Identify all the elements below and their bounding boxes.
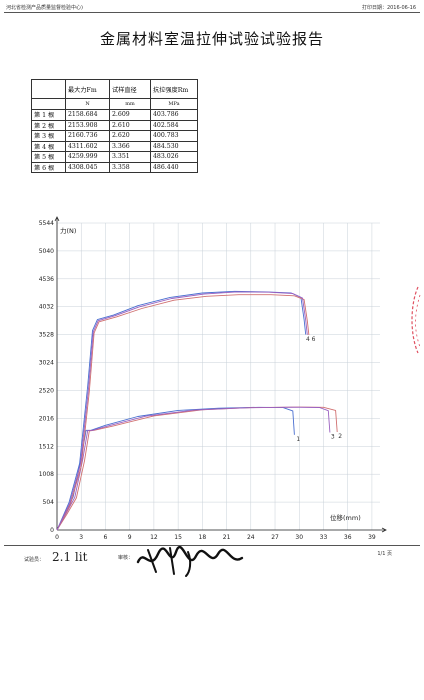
series-line	[56, 291, 308, 531]
series-line	[56, 406, 338, 531]
x-tick-label: 36	[344, 534, 352, 541]
rm-cell: 486.440	[150, 161, 198, 173]
header-rule	[4, 12, 420, 13]
y-tick-label: 0	[50, 527, 54, 534]
x-axis-arrow	[381, 527, 387, 533]
x-axis-label: 位移(mm)	[330, 513, 361, 522]
x-tick-label: 27	[271, 534, 279, 541]
rm-cell: 402.584	[150, 119, 198, 131]
y-tick-label: 4536	[39, 276, 54, 283]
table-row: 第 4 根 4311.602 3.366 484.530	[31, 140, 198, 152]
x-tick-label: 18	[199, 534, 207, 541]
table-row: 第 3 根 2160.736 2.620 400.783	[31, 130, 198, 142]
x-tick-label: 24	[247, 534, 255, 541]
y-tick-label: 1008	[39, 471, 54, 478]
y-axis-arrow	[54, 216, 60, 222]
x-tick-label: 12	[150, 534, 158, 541]
fracture-label: 3	[331, 434, 335, 441]
table-unit-row: N mm MPa	[31, 98, 198, 110]
print-date: 打印日期：2016-06-16	[361, 5, 416, 11]
y-tick-label: 504	[43, 499, 55, 506]
rm-cell: 483.026	[150, 151, 198, 163]
x-tick-label: 6	[104, 534, 108, 541]
table-header-row: 最大力Fm 试样直径 抗拉强度Rm	[31, 79, 198, 99]
table-row: 第 5 根 4259.999 3.351 483.026	[31, 151, 198, 163]
page-number: 1/1 页	[377, 551, 392, 557]
unit-cell: MPa	[150, 98, 198, 110]
org-header: 河北省检测产品质量监督检验中心)	[6, 5, 83, 11]
report-title: 金属材料室温拉伸试验试验报告	[99, 30, 324, 48]
x-tick-label: 9	[128, 534, 132, 541]
tester-signature: 2.1 lit	[52, 550, 88, 564]
x-tick-label: 15	[174, 534, 182, 541]
y-tick-label: 2520	[39, 387, 54, 394]
force-displacement-chart: 0 3 6 9 12 15 18 21 24 27 30 33 36 390504100815122016…	[39, 216, 387, 541]
x-tick-label: 33	[320, 534, 328, 541]
y-tick-label: 5544	[39, 220, 54, 227]
y-axis-label: 力(N)	[60, 226, 76, 235]
official-stamp	[411, 286, 421, 354]
x-tick-label: 21	[223, 534, 231, 541]
report-sheet: 河北省检测产品质量监督检验中心) 打印日期：2016-06-16 金属材料室温拉…	[4, 5, 421, 577]
fracture-label: 2	[338, 433, 342, 440]
y-tick-label: 4032	[39, 304, 54, 311]
x-tick-label: 3	[79, 534, 83, 541]
fracture-label: 4 6	[306, 336, 316, 343]
y-tick-label: 3024	[39, 360, 54, 367]
footer-rule	[4, 545, 420, 546]
x-tick-label: 0	[55, 534, 59, 541]
series-line	[56, 294, 310, 531]
y-tick-label: 5040	[39, 248, 54, 255]
table-row: 第 6 根 4308.045 3.358 486.440	[31, 161, 198, 173]
rm-cell: 484.530	[150, 140, 198, 152]
unit-cell: N	[65, 98, 110, 110]
x-tick-label: 39	[368, 534, 376, 541]
series-line	[56, 406, 331, 531]
series-line	[56, 406, 295, 531]
fracture-label: 1	[296, 436, 300, 443]
y-tick-label: 1512	[39, 443, 54, 450]
reviewer-label: 审核：	[118, 555, 134, 561]
x-tick-label: 30	[295, 534, 303, 541]
reviewer-signature	[136, 545, 244, 577]
rm-cell: 400.783	[150, 130, 198, 142]
tester-label: 试验员：	[24, 557, 45, 563]
results-table: 最大力Fm 试样直径 抗拉强度Rm N mm MPa 第 1 根 2158.684…	[31, 79, 198, 173]
y-tick-label: 2016	[39, 415, 54, 422]
unit-cell: mm	[109, 98, 151, 110]
y-tick-label: 3528	[39, 332, 54, 339]
table-row: 第 2 根 2153.908 2.610 402.584	[31, 119, 198, 131]
